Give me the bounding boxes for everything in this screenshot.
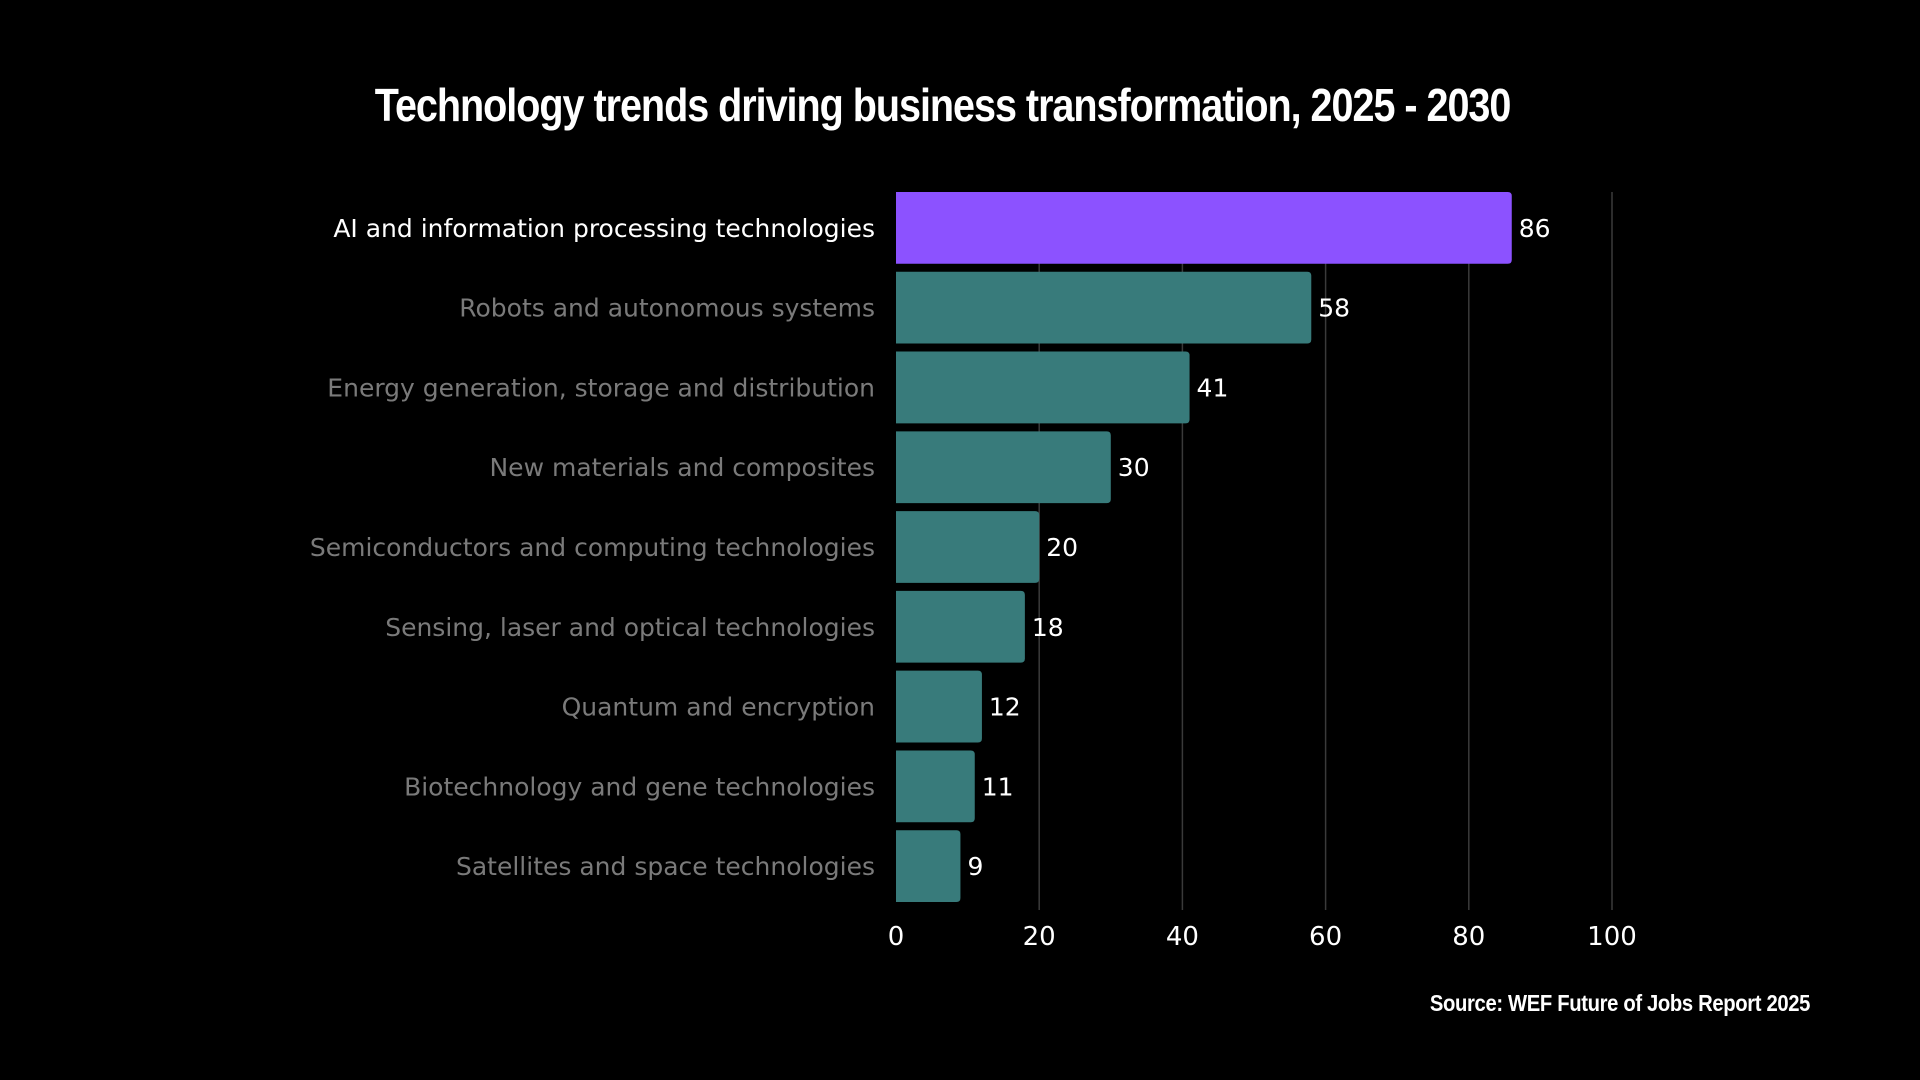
category-label: AI and information processing technologi… xyxy=(333,214,875,243)
category-label: Quantum and encryption xyxy=(562,693,875,722)
chart-title: Technology trends driving business trans… xyxy=(374,79,1512,131)
x-tick-label: 100 xyxy=(1587,922,1637,952)
x-tick-label: 80 xyxy=(1452,922,1485,952)
category-label: Semiconductors and computing technologie… xyxy=(310,533,875,562)
bar xyxy=(896,830,961,902)
x-tick-label: 40 xyxy=(1166,922,1199,952)
value-label: 20 xyxy=(1046,533,1078,562)
bars xyxy=(896,192,1512,902)
bar xyxy=(896,192,1512,264)
value-label: 30 xyxy=(1118,453,1150,482)
category-label: Biotechnology and gene technologies xyxy=(404,772,875,801)
bar xyxy=(896,271,1312,344)
value-label: 86 xyxy=(1519,214,1551,243)
bar xyxy=(896,750,975,823)
value-labels: 86 58 41 30 20 18 12 11 9 xyxy=(967,214,1550,881)
bar xyxy=(896,351,1190,424)
category-label: Robots and autonomous systems xyxy=(459,294,875,323)
bar xyxy=(896,511,1040,583)
value-label: 41 xyxy=(1197,373,1229,402)
source-note: Source: WEF Future of Jobs Report 2025 xyxy=(1429,990,1811,1016)
x-tick-label: 20 xyxy=(1023,922,1056,952)
category-label: Sensing, laser and optical technologies xyxy=(385,613,875,642)
bar xyxy=(896,590,1025,663)
value-label: 9 xyxy=(967,852,983,881)
category-labels: AI and information processing technologi… xyxy=(310,214,875,881)
category-label: Satellites and space technologies xyxy=(456,852,875,881)
bar xyxy=(896,431,1111,504)
x-tick-label: 60 xyxy=(1309,922,1342,952)
category-label: Energy generation, storage and distribut… xyxy=(327,373,875,402)
value-label: 11 xyxy=(982,772,1014,801)
x-axis-ticks: 0 20 40 60 80 100 xyxy=(888,922,1637,952)
x-tick-label: 0 xyxy=(888,922,905,952)
bar xyxy=(896,670,982,743)
category-label: New materials and composites xyxy=(489,453,875,482)
value-label: 58 xyxy=(1318,294,1350,323)
value-label: 12 xyxy=(989,693,1021,722)
value-label: 18 xyxy=(1032,613,1064,642)
